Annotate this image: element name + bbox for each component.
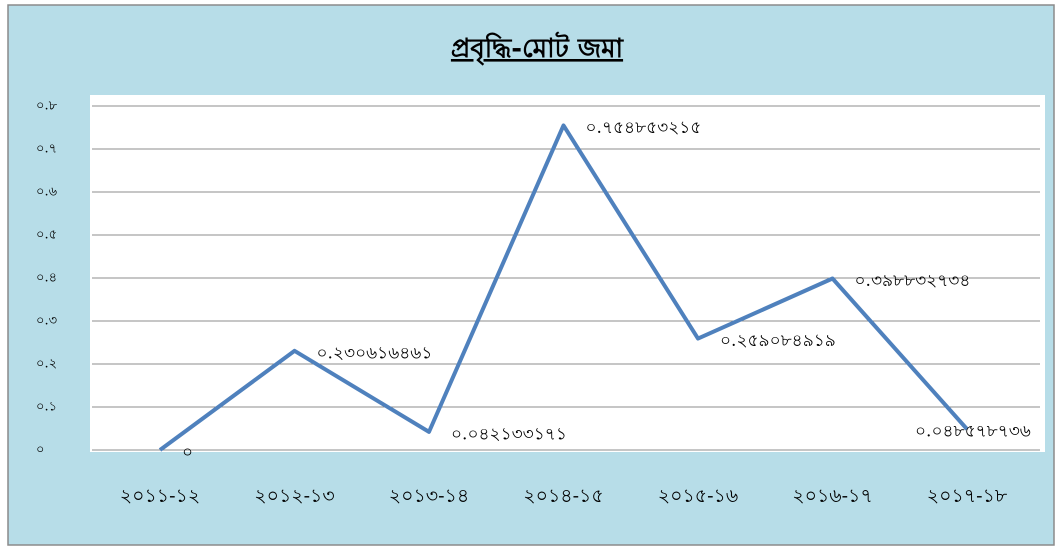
x-tick-label: ২০১৭-১৮ xyxy=(927,485,1008,507)
data-label: ০ xyxy=(182,443,193,463)
y-tick-label: ০.৮ xyxy=(36,99,58,114)
x-tick-label: ২০১৬-১৭ xyxy=(792,485,873,507)
x-tick-label: ২০১৪-১৫ xyxy=(523,485,603,507)
y-tick-label: ০.৪ xyxy=(36,271,57,286)
x-tick-label: ২০১৩-১৪ xyxy=(389,485,469,507)
y-tick-label: ০.১ xyxy=(36,400,57,415)
data-label: ০.০৪৮৫৭৮৭৩৬ xyxy=(915,422,1031,442)
y-tick-label: ০.৬ xyxy=(36,185,58,200)
y-tick-label: ০.৩ xyxy=(36,314,57,329)
plot-area xyxy=(90,95,1045,452)
line xyxy=(158,123,969,452)
data-label: ০.৩৯৮৮৩২৭৩৪ xyxy=(855,271,971,291)
y-tick-label: ০.৫ xyxy=(36,228,57,243)
x-tick-label: ২০১১-১২ xyxy=(120,485,200,507)
y-tick-label: ০.২ xyxy=(36,357,57,372)
y-tick-label: ০.৭ xyxy=(36,142,57,157)
data-label: ০.৭৫৪৮৫৩২১৫ xyxy=(586,118,702,138)
y-tick-label: ০ xyxy=(36,443,44,458)
data-label: ০.০৪২১৩৩১৭১ xyxy=(451,424,567,444)
data-label: ০.২৩০৬১৬৪৬১ xyxy=(317,343,433,363)
chart-title: প্রবৃদ্ধি-মোট জমা xyxy=(451,31,625,65)
x-tick-label: ২০১৫-১৬ xyxy=(658,485,738,507)
data-label: ০.২৫৯০৮৪৯১৯ xyxy=(720,331,836,351)
x-tick-label: ২০১২-১৩ xyxy=(254,485,335,507)
